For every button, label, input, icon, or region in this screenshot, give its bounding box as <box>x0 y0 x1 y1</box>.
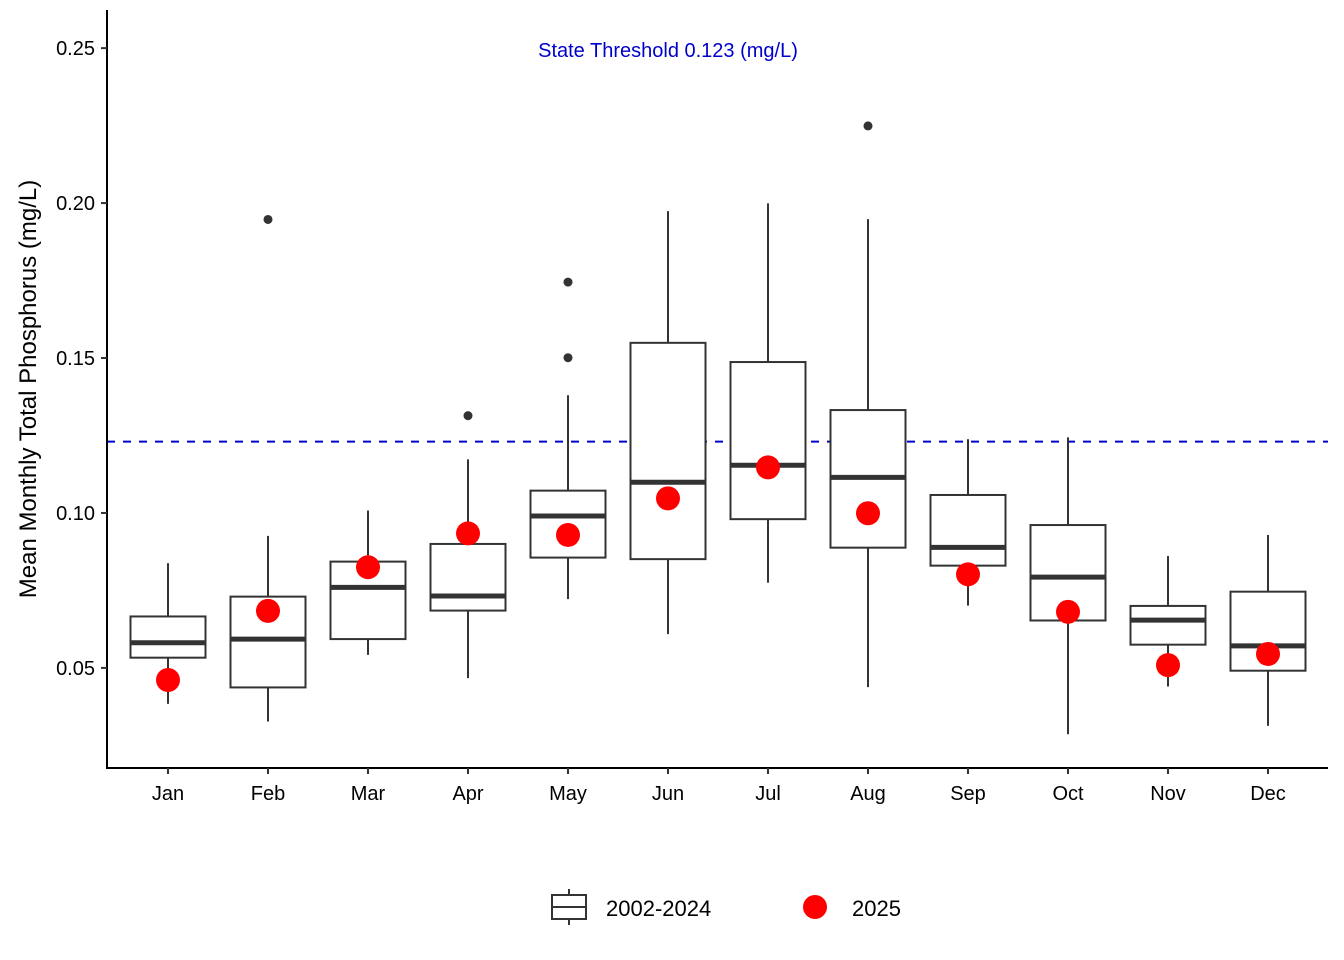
point-2025-nov <box>1156 653 1180 678</box>
legend-box-symbol <box>551 889 587 925</box>
x-tick-label: Jan <box>152 783 184 805</box>
box-iqr <box>729 361 807 521</box>
box-iqr <box>429 542 507 612</box>
box-apr <box>429 411 507 679</box>
y-axis-ticks: 0.05 0.10 0.15 0.20 0.25 <box>56 38 107 680</box>
x-tick-label: Oct <box>1052 783 1084 805</box>
x-axis-ticks: Jan Feb Mar Apr May Jun Jul Aug Sep Oct Nov Dec <box>152 768 1286 805</box>
x-tick-label: Feb <box>251 783 285 805</box>
box-jun <box>629 211 707 635</box>
x-tick-label: Dec <box>1250 783 1286 805</box>
y-tick-label: 0.25 <box>56 38 95 60</box>
x-tick-label: Jun <box>652 783 684 805</box>
box-iqr <box>229 595 307 689</box>
box-jan <box>129 563 207 704</box>
legend-item-box: 2002-2024 <box>551 889 711 925</box>
box-may <box>529 277 607 600</box>
outlier-point <box>463 411 473 421</box>
x-tick-label: Sep <box>950 783 986 805</box>
threshold-label: State Threshold 0.123 (mg/L) <box>538 40 798 62</box>
x-tick-label: Apr <box>452 783 483 805</box>
box-aug <box>829 121 907 688</box>
box-mar <box>329 510 407 655</box>
x-tick-label: Mar <box>351 783 386 805</box>
x-tick-label: Jul <box>755 783 781 805</box>
box-sep <box>929 439 1007 606</box>
point-2025-jun <box>656 486 680 511</box>
box-iqr <box>629 341 707 561</box>
legend-point-symbol <box>803 895 827 919</box>
y-tick-label: 0.05 <box>56 658 95 680</box>
box-iqr <box>129 615 207 659</box>
box-jul <box>729 203 807 583</box>
x-tick-label: May <box>549 783 587 805</box>
point-2025-apr <box>456 521 480 546</box>
box-iqr <box>929 493 1007 567</box>
outlier-point <box>563 353 573 363</box>
legend-item-point: 2025 <box>803 895 901 921</box>
y-axis-title: Mean Monthly Total Phosphorus (mg/L) <box>15 180 42 598</box>
point-2025-jul <box>756 455 780 480</box>
point-2025-aug <box>856 501 880 526</box>
box-feb <box>229 214 307 722</box>
legend: 2002-2024 2025 <box>551 889 901 925</box>
legend-label-point: 2025 <box>852 896 901 921</box>
point-2025-dec <box>1256 641 1280 666</box>
outlier-point <box>563 277 573 287</box>
point-2025-sep <box>956 562 980 587</box>
point-2025-mar <box>356 555 380 580</box>
box-oct <box>1029 437 1107 735</box>
point-2025-oct <box>1056 599 1080 624</box>
point-2025-may <box>556 522 580 547</box>
outlier-point <box>863 121 873 131</box>
x-tick-label: Nov <box>1150 783 1186 805</box>
legend-label-box: 2002-2024 <box>606 896 711 921</box>
y-tick-label: 0.15 <box>56 348 95 370</box>
x-tick-label: Aug <box>850 783 886 805</box>
plot-marks <box>107 121 1328 735</box>
outlier-point <box>263 214 273 224</box>
box-iqr <box>1129 604 1207 646</box>
box-dec <box>1229 534 1307 726</box>
y-tick-label: 0.20 <box>56 193 95 215</box>
point-2025-feb <box>256 598 280 623</box>
point-2025-jan <box>156 667 180 692</box>
y-tick-label: 0.10 <box>56 503 95 525</box>
